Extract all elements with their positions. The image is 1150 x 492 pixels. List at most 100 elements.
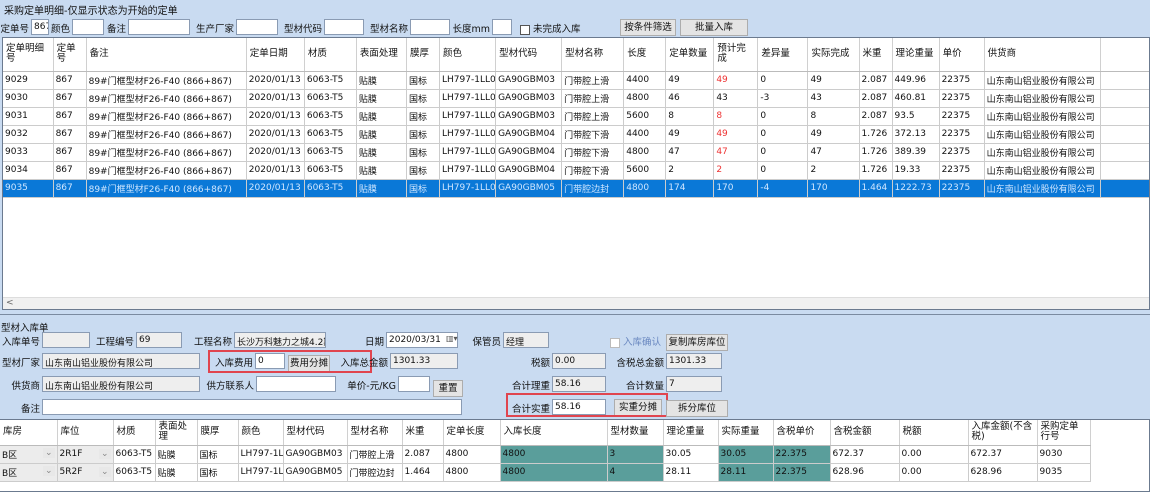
receipt-no-input[interactable] (42, 332, 90, 348)
table-row[interactable]: 9035 867 89#门框型材F26-F40 (866+867) 2020/01/1… (3, 179, 1149, 198)
column-header[interactable]: 供货商 (984, 38, 1101, 72)
column-header[interactable]: 型材名称 (561, 38, 625, 72)
table-cell[interactable]: 28.11 (718, 463, 774, 482)
theo-weight-input[interactable]: 58.16 (552, 376, 606, 392)
remark-input[interactable] (128, 19, 190, 35)
column-header[interactable]: 入库长度 (500, 420, 608, 446)
column-header[interactable]: 预计完成 (713, 38, 759, 72)
table-cell[interactable]: 22.375 (773, 463, 831, 482)
table-cell[interactable]: 4800 (500, 463, 608, 482)
column-header[interactable]: 定单日期 (246, 38, 305, 72)
column-header[interactable]: 定单明细号 (3, 38, 54, 72)
column-header[interactable]: 税额 (899, 420, 969, 446)
table-row[interactable]: 9032 867 89#门框型材F26-F40 (866+867) 2020/01/1… (3, 125, 1149, 144)
copy-location-button[interactable]: 复制库房库位 (666, 334, 728, 351)
calendar-dropdown-icon[interactable]: ▥▾ (446, 334, 458, 343)
column-header[interactable]: 长度 (623, 38, 667, 72)
column-header[interactable]: 膜厚 (197, 420, 239, 446)
column-header[interactable]: 采购定单行号 (1037, 420, 1091, 446)
column-header[interactable]: 实际重量 (718, 420, 774, 446)
column-header[interactable]: 备注 (86, 38, 247, 72)
column-header[interactable]: 含税单价 (773, 420, 831, 446)
column-header[interactable]: 型材代码 (495, 38, 563, 72)
total-input[interactable]: 1301.33 (390, 353, 458, 369)
column-header[interactable]: 颜色 (439, 38, 497, 72)
chevron-down-icon[interactable]: ⌄ (42, 447, 55, 458)
table-cell[interactable]: B区 ⌄ (0, 463, 58, 482)
chevron-down-icon[interactable]: ⌄ (98, 467, 111, 477)
column-header[interactable]: 定单数量 (665, 38, 715, 72)
contact-input[interactable] (256, 376, 336, 392)
checkbox-icon[interactable] (520, 24, 530, 35)
name-input[interactable] (410, 19, 450, 35)
table-cell[interactable]: 22.375 (773, 445, 831, 464)
actual-weight-input[interactable]: 58.16 (552, 399, 606, 415)
column-header[interactable]: 定单号 (53, 38, 87, 72)
chevron-down-icon[interactable]: ⌄ (42, 465, 55, 476)
orders-grid[interactable]: 定单明细号 定单号 备注 定单日期 材质 表面处理 膜厚 颜色 型材代码 型材名称 长度 定单数量 预计… (2, 37, 1150, 310)
project-no-input[interactable]: 69 (136, 332, 182, 348)
remark-input[interactable] (42, 399, 462, 415)
column-header[interactable]: 理论重量 (892, 38, 940, 72)
column-header[interactable]: 材质 (113, 420, 156, 446)
column-header[interactable]: 库房 (0, 420, 58, 446)
column-header[interactable]: 单价 (939, 38, 985, 72)
table-cell[interactable]: 4 (607, 463, 664, 482)
chevron-down-icon[interactable]: ⌄ (98, 449, 111, 459)
maker-input[interactable]: 山东南山铝业股份有限公司 (42, 353, 200, 369)
date-picker[interactable]: 2020/03/31 (386, 332, 458, 348)
column-header[interactable]: 米重 (859, 38, 893, 72)
table-cell[interactable]: 30.05 (718, 445, 774, 464)
column-header[interactable]: 实际完成 (807, 38, 860, 72)
table-row[interactable]: 9033 867 89#门框型材F26-F40 (866+867) 2020/01/1… (3, 143, 1149, 162)
color-input[interactable] (72, 19, 104, 35)
filter-button[interactable]: 按条件筛选 (620, 19, 676, 36)
table-cell[interactable]: 2R1F ⌄ (57, 445, 114, 464)
scroll-left-icon[interactable]: < (6, 298, 14, 308)
length-input[interactable] (492, 19, 512, 35)
column-header[interactable]: 型材数量 (607, 420, 664, 446)
column-header[interactable]: 型材代码 (283, 420, 348, 446)
column-header[interactable]: 米重 (402, 420, 444, 446)
column-header[interactable]: 含税金额 (830, 420, 900, 446)
maker-input[interactable] (236, 19, 278, 35)
table-cell[interactable]: 5R2F ⌄ (57, 463, 114, 482)
column-header[interactable]: 膜厚 (406, 38, 441, 72)
receipt-grid[interactable]: 库房 库位 材质 表面处理 膜厚 颜色 型材代码 型材名称 米重 定单长度 入库长度 型材数量 理论重量… (0, 419, 1150, 492)
keeper-input[interactable]: 经理 (503, 332, 549, 348)
batch-receive-button[interactable]: 批量入库 (680, 19, 748, 36)
column-header[interactable]: 材质 (304, 38, 357, 72)
table-row[interactable]: 9029 867 89#门框型材F26-F40 (866+867) 2020/01/1… (3, 71, 1149, 90)
project-name-input[interactable]: 长沙万科魅力之城4.2期 (234, 332, 326, 348)
column-header[interactable]: 库位 (57, 420, 114, 446)
column-header[interactable]: 表面处理 (155, 420, 198, 446)
column-header[interactable]: 颜色 (238, 420, 284, 446)
table-cell[interactable]: 4800 (500, 445, 608, 464)
horizontal-scrollbar[interactable]: < (3, 297, 1149, 309)
table-cell[interactable]: B区 ⌄ (0, 445, 58, 464)
column-header[interactable]: 理论重量 (663, 420, 719, 446)
column-header[interactable]: 表面处理 (356, 38, 407, 72)
tax-input[interactable]: 0.00 (552, 353, 606, 369)
table-row[interactable]: 9034 867 89#门框型材F26-F40 (866+867) 2020/01/1… (3, 161, 1149, 180)
supplier-input[interactable]: 山东南山铝业股份有限公司 (42, 376, 200, 392)
column-header[interactable]: 定单长度 (443, 420, 501, 446)
total-tax-input[interactable]: 1301.33 (666, 353, 722, 369)
table-cell[interactable]: 3 (607, 445, 664, 464)
qty-input[interactable]: 7 (666, 376, 722, 392)
checkbox-icon[interactable] (610, 337, 620, 348)
price-input[interactable] (398, 376, 430, 392)
column-header[interactable] (1100, 38, 1149, 72)
column-header[interactable]: 入库金额(不含税) (968, 420, 1038, 446)
split-location-button[interactable]: 拆分库位 (666, 400, 728, 417)
order-no-input[interactable]: 867 (31, 19, 49, 35)
column-header[interactable]: 差异量 (757, 38, 809, 72)
incomplete-checkbox[interactable]: 未完成入库 (520, 21, 581, 35)
fee-input[interactable]: 0 (255, 353, 285, 369)
table-row[interactable]: 9030 867 89#门框型材F26-F40 (866+867) 2020/01/1… (3, 89, 1149, 108)
table-row[interactable]: 9031 867 89#门框型材F26-F40 (866+867) 2020/01/1… (3, 107, 1149, 126)
confirm-checkbox[interactable]: 入库确认 (610, 334, 661, 348)
code-input[interactable] (324, 19, 364, 35)
